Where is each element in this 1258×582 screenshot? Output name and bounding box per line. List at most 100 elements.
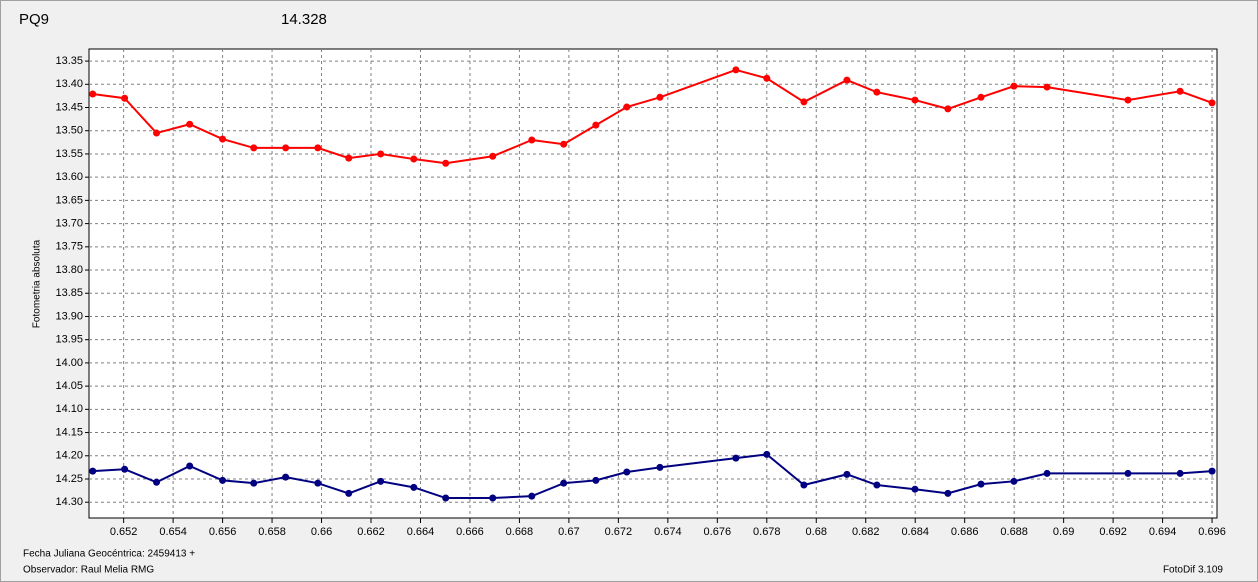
footer-line: Observador: Raul Melia RMG [23, 565, 154, 576]
data-point [250, 479, 258, 487]
data-point [89, 90, 97, 98]
y-tick-label: 13.50 [55, 125, 83, 137]
y-tick-label: 13.65 [55, 194, 83, 206]
data-point [314, 479, 322, 487]
data-point [377, 150, 385, 158]
y-tick-label: 13.55 [55, 148, 83, 160]
comparison-magnitude: 14.328 [281, 11, 327, 28]
data-point [944, 105, 952, 113]
y-tick-label: 13.70 [55, 218, 83, 230]
data-point [282, 144, 290, 152]
y-tick-label: 13.75 [55, 241, 83, 253]
x-tick-label: 0.696 [1198, 526, 1226, 538]
data-point [560, 140, 568, 148]
y-tick-label: 14.20 [55, 450, 83, 462]
footer-line: Fecha Juliana Geocéntrica: 2459413 + [23, 549, 195, 560]
data-point [489, 494, 497, 502]
data-point [219, 476, 227, 484]
data-point [314, 144, 322, 152]
data-point [345, 489, 353, 497]
y-tick-label: 13.45 [55, 101, 83, 113]
data-point [592, 476, 600, 484]
y-tick-label: 13.95 [55, 334, 83, 346]
data-point [763, 450, 771, 458]
plot-area [88, 48, 1218, 519]
data-point [977, 93, 985, 101]
data-point [489, 152, 497, 160]
x-tick-label: 0.69 [1053, 526, 1074, 538]
x-tick-label: 0.672 [605, 526, 633, 538]
x-tick-label: 0.664 [407, 526, 435, 538]
y-tick-label: 14.30 [55, 496, 83, 508]
x-tick-label: 0.694 [1149, 526, 1177, 538]
data-point [977, 480, 985, 488]
x-tick-label: 0.684 [901, 526, 929, 538]
y-tick-label: 13.35 [55, 55, 83, 67]
x-tick-label: 0.688 [1000, 526, 1028, 538]
x-tick-label: 0.682 [852, 526, 880, 538]
data-point [1176, 469, 1184, 477]
x-tick-label: 0.658 [258, 526, 286, 538]
data-point [121, 94, 129, 102]
data-point [763, 74, 771, 82]
x-tick-label: 0.654 [159, 526, 187, 538]
data-point [1043, 83, 1051, 91]
x-tick-label: 0.68 [806, 526, 827, 538]
data-point [1176, 87, 1184, 95]
data-point [1010, 82, 1018, 90]
data-point [944, 489, 952, 497]
data-point [800, 481, 808, 489]
data-point [843, 470, 851, 478]
data-point [911, 96, 919, 104]
star-name: PQ9 [19, 11, 49, 28]
y-tick-label: 14.00 [55, 357, 83, 369]
data-point [911, 485, 919, 493]
data-point [1124, 469, 1132, 477]
y-tick-label: 13.90 [55, 310, 83, 322]
data-point [656, 463, 664, 471]
data-point [592, 121, 600, 129]
y-tick-label: 14.10 [55, 403, 83, 415]
data-point [873, 88, 881, 96]
version: FotoDif 3.109 [1163, 565, 1223, 576]
data-point [121, 465, 129, 473]
data-point [1043, 469, 1051, 477]
y-tick-label: 13.40 [55, 78, 83, 90]
x-tick-label: 0.678 [753, 526, 781, 538]
data-point [560, 479, 568, 487]
data-point [282, 473, 290, 481]
y-tick-label: 14.25 [55, 473, 83, 485]
data-point [345, 154, 353, 162]
data-point [656, 93, 664, 101]
x-tick-label: 0.668 [506, 526, 534, 538]
data-point [89, 467, 97, 475]
x-tick-label: 0.662 [357, 526, 385, 538]
data-point [732, 454, 740, 462]
x-tick-label: 0.676 [704, 526, 732, 538]
data-point [1124, 96, 1132, 104]
y-tick-label: 14.05 [55, 380, 83, 392]
x-tick-label: 0.692 [1099, 526, 1127, 538]
x-tick-label: 0.674 [654, 526, 682, 538]
x-tick-label: 0.656 [209, 526, 237, 538]
data-point [732, 66, 740, 74]
data-point [442, 494, 450, 502]
x-tick-label: 0.666 [456, 526, 484, 538]
data-point [410, 155, 418, 163]
data-point [528, 136, 536, 144]
data-point [623, 103, 631, 111]
y-axis-label: Fotometria absoluta [32, 239, 43, 328]
y-tick-label: 13.80 [55, 264, 83, 276]
data-point [410, 483, 418, 491]
data-point [1010, 477, 1018, 485]
x-tick-label: 0.652 [110, 526, 138, 538]
data-point [800, 98, 808, 106]
data-point [250, 144, 258, 152]
x-tick-label: 0.66 [311, 526, 332, 538]
data-point [186, 462, 194, 470]
data-point [843, 76, 851, 84]
data-point [219, 135, 227, 143]
data-point [186, 120, 194, 128]
